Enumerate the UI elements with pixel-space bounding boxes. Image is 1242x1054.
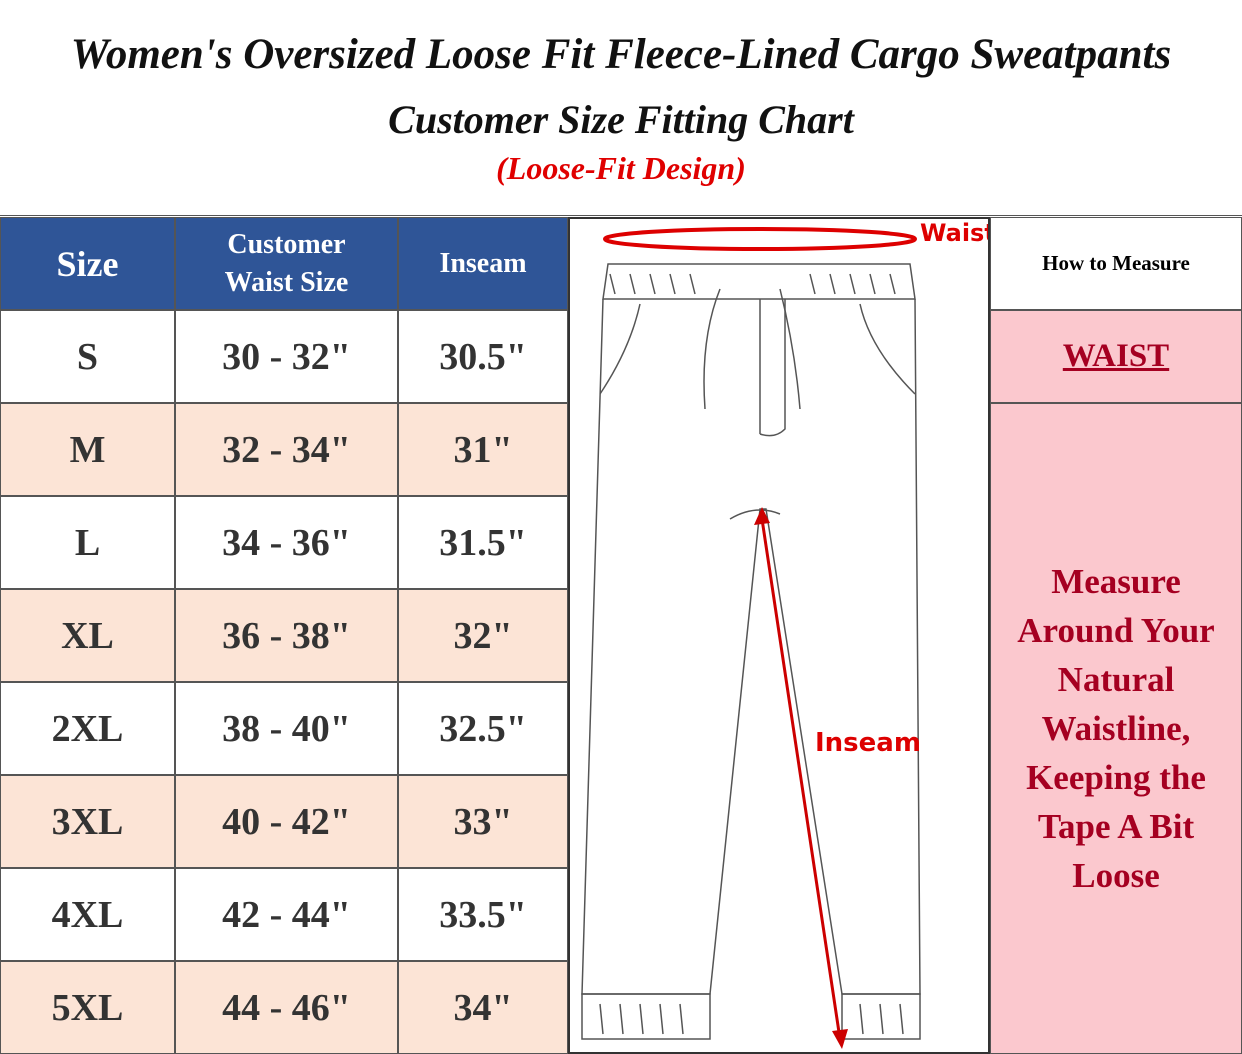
table-cell: 34" xyxy=(398,961,568,1054)
table-cell: 32" xyxy=(398,589,568,682)
table-cell: 5XL xyxy=(0,961,175,1054)
pants-drawing: Waist Inseam xyxy=(581,219,988,1049)
note: (Loose-Fit Design) xyxy=(496,150,746,186)
table-cell: 40 - 42" xyxy=(175,775,398,868)
divider xyxy=(0,215,1242,216)
measure-header: How to Measure xyxy=(990,217,1242,310)
table-cell: 33.5" xyxy=(398,868,568,961)
table-cell: XL xyxy=(0,589,175,682)
measure-text: Measure Around Your Natural Waistline, K… xyxy=(990,403,1242,1054)
subtitle: Customer Size Fitting Chart xyxy=(388,97,854,142)
measure-label: WAIST xyxy=(990,310,1242,403)
diagram: Waist Inseam xyxy=(568,217,990,1054)
table-cell: 36 - 38" xyxy=(175,589,398,682)
table-cell: 30.5" xyxy=(398,310,568,403)
table-cell: 42 - 44" xyxy=(175,868,398,961)
table-cell: 3XL xyxy=(0,775,175,868)
title: Women's Oversized Loose Fit Fleece-Lined… xyxy=(70,31,1172,78)
waist-label: Waist xyxy=(920,219,988,247)
table-cell: 30 - 32" xyxy=(175,310,398,403)
table-cell: 4XL xyxy=(0,868,175,961)
table-cell: 32.5" xyxy=(398,682,568,775)
column-header: Inseam xyxy=(398,217,568,310)
table-cell: M xyxy=(0,403,175,496)
table-cell: 32 - 34" xyxy=(175,403,398,496)
table-cell: L xyxy=(0,496,175,589)
table-cell: S xyxy=(0,310,175,403)
table-cell: 38 - 40" xyxy=(175,682,398,775)
table-cell: 33" xyxy=(398,775,568,868)
inseam-label: Inseam xyxy=(815,728,921,758)
column-header: Customer Waist Size xyxy=(175,217,398,310)
table-cell: 34 - 36" xyxy=(175,496,398,589)
table-cell: 44 - 46" xyxy=(175,961,398,1054)
table-cell: 31.5" xyxy=(398,496,568,589)
table-cell: 2XL xyxy=(0,682,175,775)
table-cell: 31" xyxy=(398,403,568,496)
column-header: Size xyxy=(0,217,175,310)
